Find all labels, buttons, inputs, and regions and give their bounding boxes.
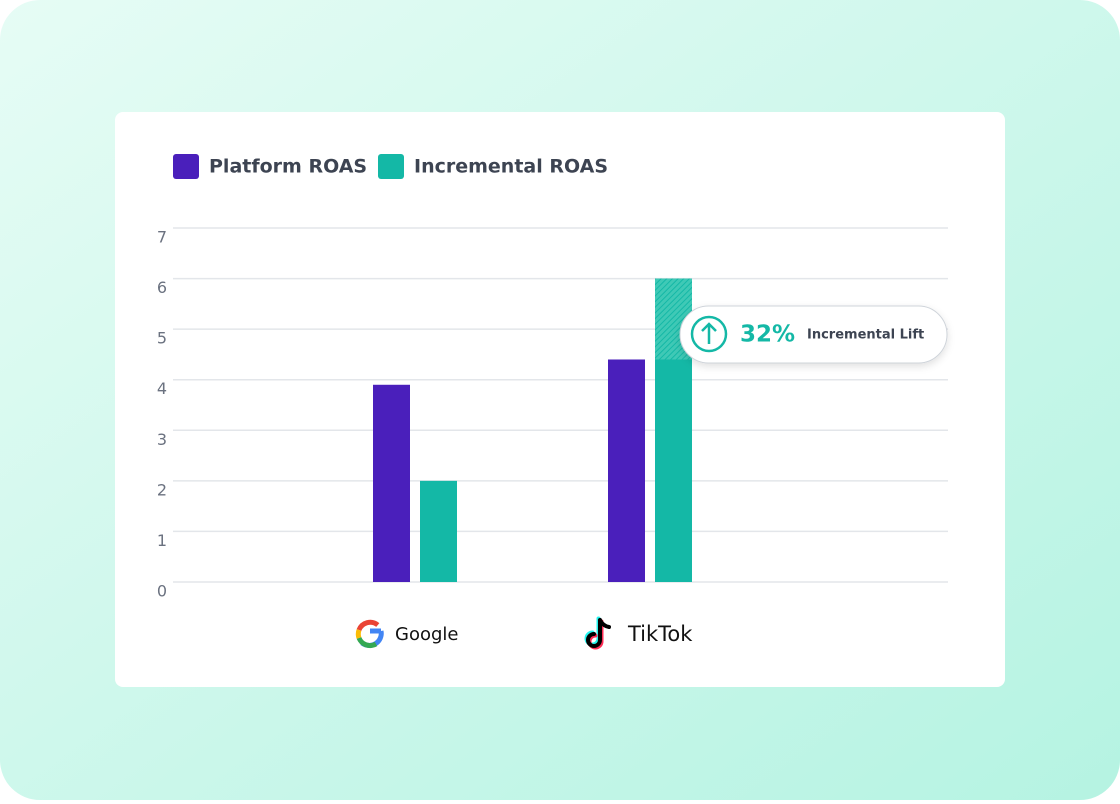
lift-label: Incremental Lift	[807, 328, 924, 343]
bar	[420, 480, 457, 582]
callout: 32% Incremental Lift	[679, 305, 948, 364]
plot: 0 1 2 3 4 5 6 7 Platform ROAS Incremental ROAS Goo…	[157, 154, 948, 646]
y-tick-label: 6	[157, 278, 167, 297]
tiktok-icon	[584, 616, 611, 650]
y-tick-label: 2	[157, 480, 167, 499]
card	[115, 112, 1005, 687]
y-tick-label: 7	[157, 228, 167, 247]
y-tick-label: 3	[157, 430, 167, 449]
lift-icon	[690, 315, 728, 353]
y-tick-label: 0	[157, 582, 167, 601]
y-tick-label: 1	[157, 531, 167, 550]
legend-label: Platform ROAS	[209, 156, 367, 178]
lift-value: 32%	[740, 322, 795, 348]
legend-label: Incremental ROAS	[414, 156, 608, 178]
bar	[373, 384, 410, 582]
legend-swatch	[173, 154, 199, 179]
lift-arrow	[701, 322, 717, 344]
callout-box	[679, 305, 948, 364]
legend-swatch	[378, 154, 404, 179]
x-tick-label: TikTok	[627, 622, 693, 646]
bar	[608, 359, 645, 582]
google-icon	[355, 619, 384, 648]
x-tick-label: Google	[395, 624, 458, 645]
y-tick-label: 5	[157, 329, 167, 348]
y-tick-label: 4	[157, 379, 167, 398]
